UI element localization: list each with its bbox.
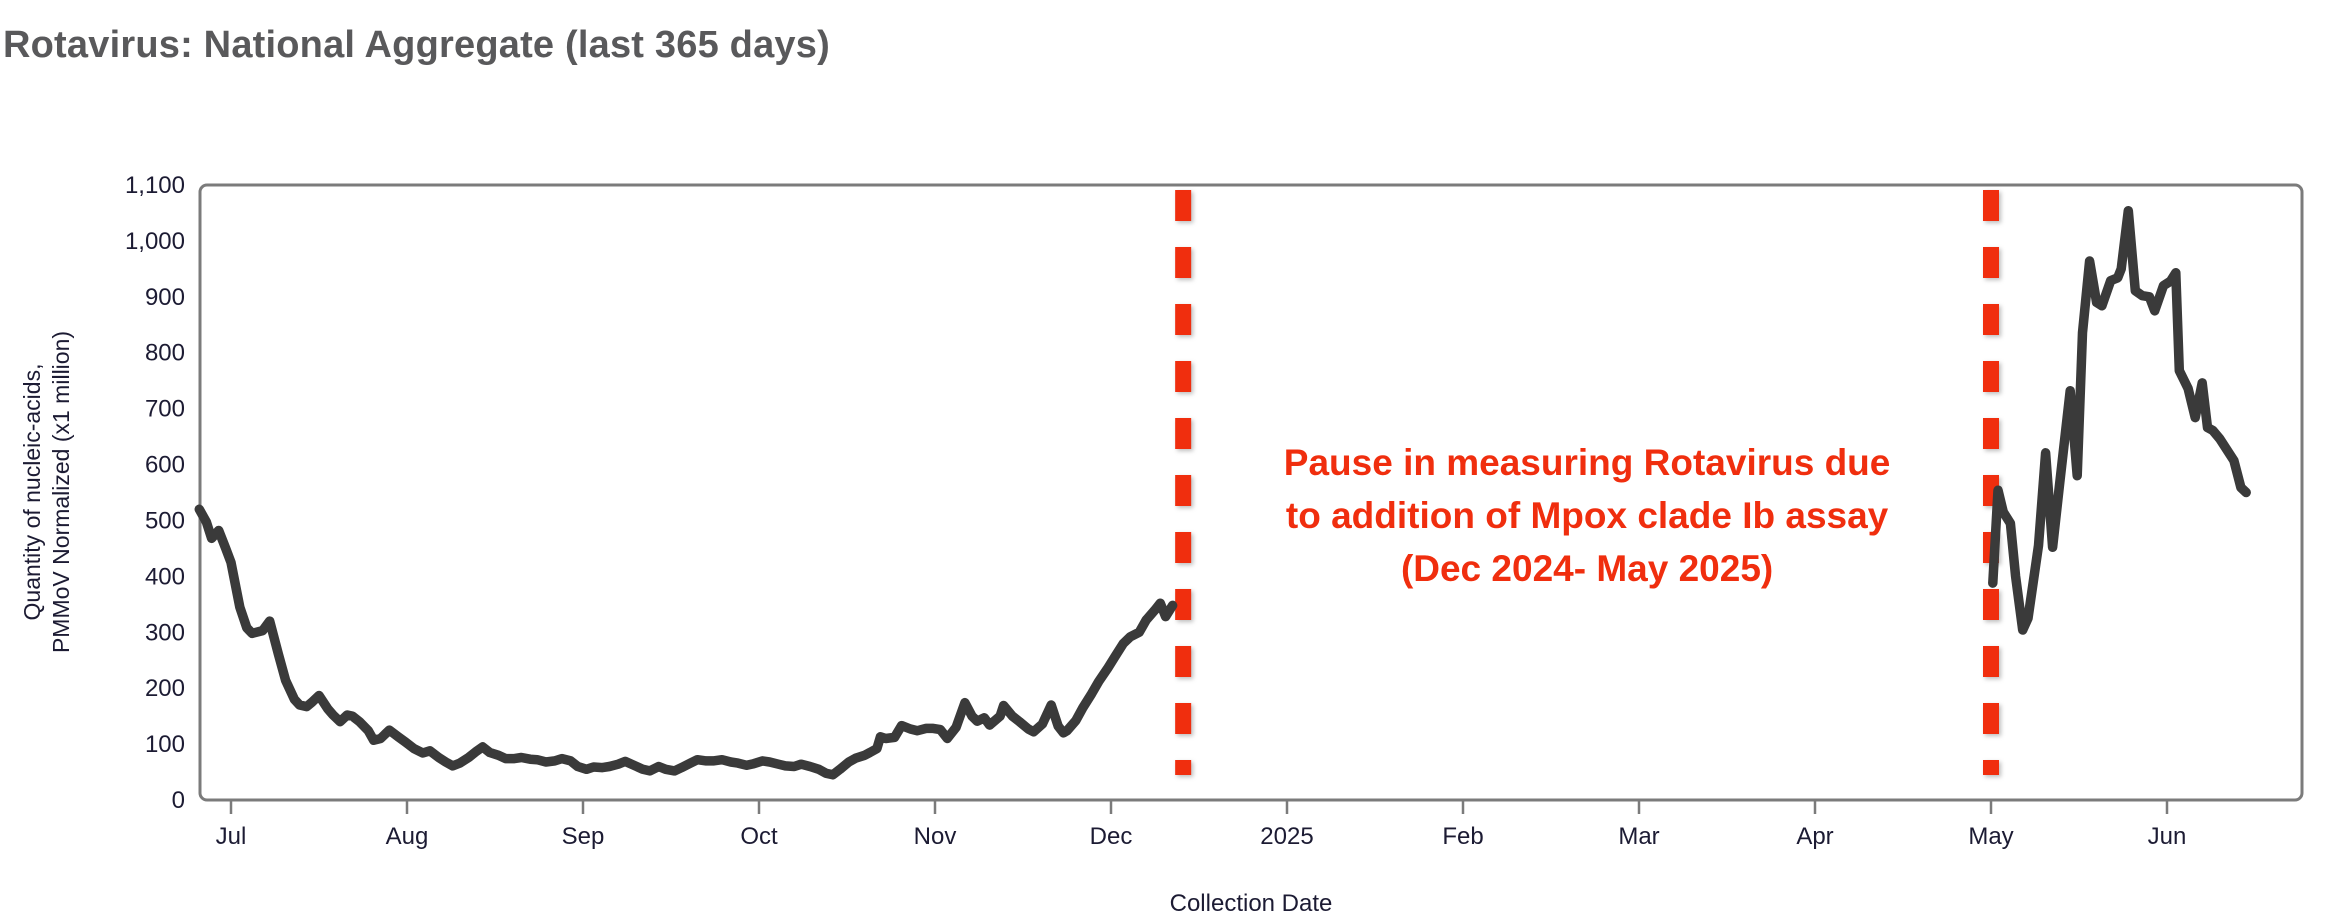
svg-text:Oct: Oct [740, 823, 778, 850]
svg-text:100: 100 [145, 731, 185, 758]
pause-dashed-lines [1175, 190, 1999, 775]
svg-text:800: 800 [145, 340, 185, 367]
svg-text:Mar: Mar [1618, 823, 1659, 850]
svg-text:600: 600 [145, 452, 185, 479]
svg-text:500: 500 [145, 507, 185, 534]
plot-frame [198, 183, 2304, 802]
svg-text:Jun: Jun [2148, 823, 2187, 850]
svg-text:Sep: Sep [562, 823, 605, 850]
svg-text:0: 0 [172, 787, 185, 814]
svg-text:200: 200 [145, 675, 185, 702]
svg-text:1,000: 1,000 [125, 228, 185, 255]
svg-text:Apr: Apr [1796, 823, 1833, 850]
svg-text:900: 900 [145, 284, 185, 311]
svg-text:May: May [1968, 823, 2013, 850]
pause-annotation: Pause in measuring Rotavirus due to addi… [1283, 442, 1891, 589]
chart-title: Rotavirus: National Aggregate (last 365 … [3, 24, 830, 66]
svg-text:Nov: Nov [914, 823, 957, 850]
svg-text:2025: 2025 [1260, 823, 1313, 850]
svg-text:Feb: Feb [1442, 823, 1483, 850]
series-line [194, 205, 2251, 780]
y-axis-tick-labels: 0 100 200 300 400 500 600 700 800 900 1,000 1,100 [125, 172, 185, 814]
svg-text:400: 400 [145, 563, 185, 590]
svg-text:Aug: Aug [386, 823, 429, 850]
y-axis-label: Quantity of nucleic-acids, PMMoV Normali… [19, 330, 74, 654]
svg-text:Dec: Dec [1090, 823, 1133, 850]
x-axis-ticks: Jul Aug Sep Oct Nov Dec 2025 Feb Mar Apr May Jun [216, 801, 2187, 850]
svg-text:Jul: Jul [216, 823, 247, 850]
x-axis-label: Collection Date [1169, 890, 1333, 917]
svg-text:1,100: 1,100 [125, 172, 185, 199]
svg-text:700: 700 [145, 396, 185, 423]
svg-text:300: 300 [145, 619, 185, 646]
